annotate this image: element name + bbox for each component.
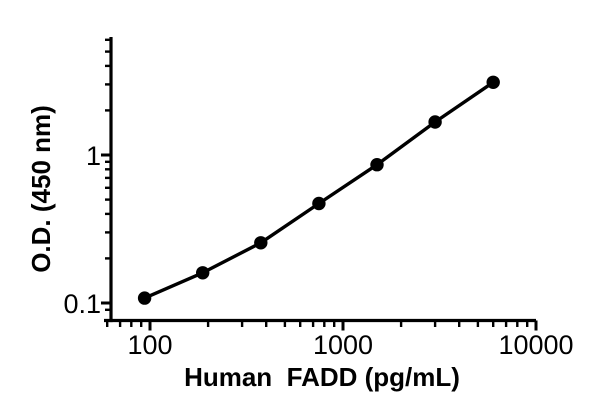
data-point xyxy=(137,291,152,305)
data-point xyxy=(196,266,210,280)
standard-curve-line xyxy=(143,80,495,300)
data-point xyxy=(486,75,500,90)
y-axis-title: O.D. (450 nm) xyxy=(26,105,56,273)
x-axis-title: Human FADD (pg/mL) xyxy=(184,362,460,392)
x-tick-label: 100 xyxy=(127,330,172,360)
data-point xyxy=(428,115,442,129)
y-tick-label: 0.1 xyxy=(63,289,101,319)
data-point xyxy=(254,236,268,250)
x-tick-label: 1000 xyxy=(313,330,373,360)
data-point xyxy=(312,196,326,211)
x-tick-label: 10000 xyxy=(498,330,573,360)
data-point xyxy=(370,158,384,172)
y-tick-label: 1 xyxy=(86,141,101,171)
